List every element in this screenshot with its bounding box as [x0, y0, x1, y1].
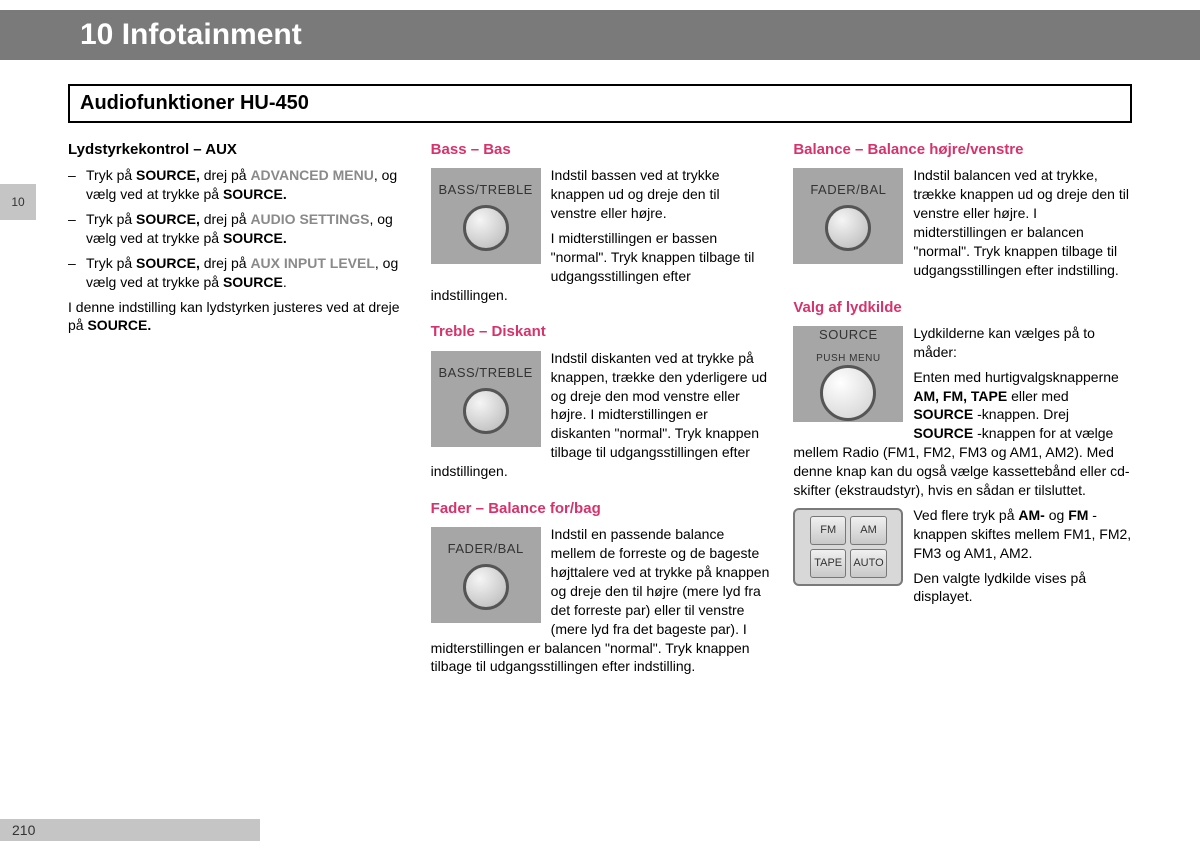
- source-buttons-figure: FM AM TAPE AUTO: [793, 508, 903, 586]
- bass-treble-knob-figure: BASS/TREBLE: [431, 351, 541, 447]
- side-tab: 10: [0, 184, 36, 220]
- fm-button: FM: [810, 516, 846, 545]
- list-item: – Tryk på SOURCE, drej på ADVANCED MENU,…: [68, 166, 407, 204]
- knob-icon: [463, 205, 509, 251]
- heading-source: Valg af lydkilde: [793, 298, 1132, 318]
- knob-icon: [463, 388, 509, 434]
- knob-label: FADER/BAL: [810, 181, 886, 199]
- auto-button: AUTO: [850, 549, 886, 578]
- knob-label: SOURCE: [819, 326, 878, 344]
- heading-bass: Bass – Bas: [431, 140, 770, 160]
- page-number: 210: [0, 819, 260, 841]
- column-3: Balance – Balance højre/venstre FADER/BA…: [793, 140, 1132, 682]
- knob-icon: [825, 205, 871, 251]
- col1-heading: Lydstyrkekontrol – AUX: [68, 140, 407, 160]
- knob-label: FADER/BAL: [448, 540, 524, 558]
- section-title: Audiofunktioner HU-450: [80, 92, 1120, 115]
- list-item: – Tryk på SOURCE, drej på AUDIO SETTINGS…: [68, 210, 407, 248]
- column-1: Lydstyrkekontrol – AUX – Tryk på SOURCE,…: [68, 140, 407, 682]
- fader-bal-knob-figure: FADER/BAL: [431, 527, 541, 623]
- knob-label: BASS/TREBLE: [438, 364, 532, 382]
- am-button: AM: [850, 516, 886, 545]
- chapter-header: 10 Infotainment: [0, 10, 1200, 60]
- heading-balance: Balance – Balance højre/venstre: [793, 140, 1132, 160]
- fader-bal-knob-figure: FADER/BAL: [793, 168, 903, 264]
- heading-treble: Treble – Diskant: [431, 322, 770, 342]
- knob-label: BASS/TREBLE: [438, 181, 532, 199]
- heading-fader: Fader – Balance for/bag: [431, 499, 770, 519]
- paragraph: I denne indstilling kan lydstyrken juste…: [68, 298, 407, 336]
- content-columns: Lydstyrkekontrol – AUX – Tryk på SOURCE,…: [68, 140, 1132, 682]
- knob-icon: [463, 564, 509, 610]
- list-item: – Tryk på SOURCE, drej på AUX INPUT LEVE…: [68, 254, 407, 292]
- bass-treble-knob-figure: BASS/TREBLE: [431, 168, 541, 264]
- tape-button: TAPE: [810, 549, 846, 578]
- column-2: Bass – Bas BASS/TREBLE Indstil bassen ve…: [431, 140, 770, 682]
- knob-sublabel: PUSH MENU: [816, 352, 881, 366]
- section-title-box: Audiofunktioner HU-450: [68, 84, 1132, 123]
- knob-icon: [820, 365, 876, 421]
- chapter-title: 10 Infotainment: [80, 18, 302, 52]
- source-knob-figure: SOURCE PUSH MENU: [793, 326, 903, 422]
